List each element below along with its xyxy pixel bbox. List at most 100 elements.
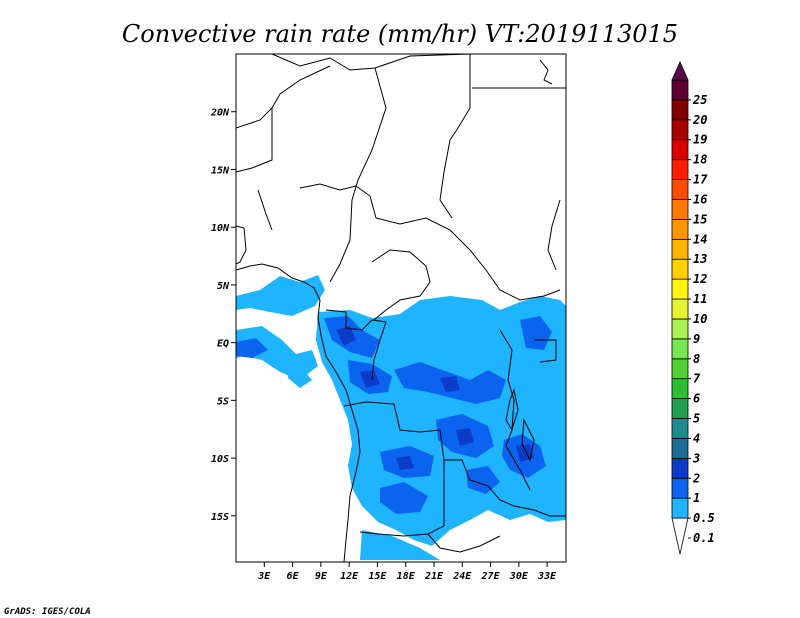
border — [534, 339, 557, 363]
colorbar-label: 14 — [693, 232, 707, 246]
lon-tick-label: 24E — [452, 571, 472, 582]
colorbar-swatch — [671, 477, 689, 499]
map-frame — [235, 53, 567, 563]
colorbar-swatch — [671, 358, 689, 380]
lat-tick-label: 15S — [211, 512, 229, 523]
lon-tick-label: 33E — [537, 571, 557, 582]
colorbar-label: 8 — [693, 352, 700, 366]
lon-tick-label: 3E — [257, 571, 271, 582]
border — [547, 199, 561, 271]
rain-field — [236, 275, 566, 560]
colorbar-swatch — [671, 398, 689, 419]
colorbar-swatch — [671, 218, 689, 240]
lon-tick-label: 27E — [481, 571, 501, 582]
rain-heavy — [336, 326, 534, 470]
border — [325, 309, 387, 331]
colorbar-swatch — [671, 258, 689, 280]
lon-tick-label: 21E — [424, 571, 444, 582]
lat-tick-label: 5S — [217, 396, 229, 407]
figure-title: Convective rain rate (mm/hr) VT:20191130… — [122, 20, 678, 48]
coastline — [236, 263, 361, 562]
colorbar-label: 12 — [693, 272, 707, 286]
colorbar-swatch — [671, 517, 689, 555]
border — [371, 321, 387, 381]
lake — [505, 388, 519, 432]
lon-tick-label: 6E — [287, 571, 300, 582]
colorbar-label: 11 — [693, 292, 707, 306]
colorbar-swatch — [671, 298, 689, 320]
rain-moderate — [236, 316, 552, 514]
map-borders — [236, 54, 566, 562]
colorbar-label: 5 — [693, 412, 700, 426]
axis-ticks: 3E 6E 9E 12E 15E 18E 21E 24E 27E 30E 33E 20N 15N 10N 5… — [210, 108, 557, 582]
border — [359, 460, 445, 537]
credit-label: GrADS: IGES/COLA — [4, 607, 91, 617]
colorbar-swatch — [671, 199, 689, 220]
colorbar-label: 19 — [693, 133, 707, 147]
lat-tick-label: 15N — [211, 165, 230, 176]
colorbar-swatch — [671, 139, 689, 161]
map-plot: 3E 6E 9E 12E 15E 18E 21E 24E 27E 30E 33E 20N 15N 10N 5… — [210, 53, 567, 582]
colorbar-label: 16 — [693, 192, 707, 206]
colorbar-label: 10 — [693, 312, 707, 326]
border — [236, 108, 273, 173]
colorbar-swatch — [671, 438, 689, 459]
lake — [521, 418, 535, 462]
colorbar-label: 4 — [693, 431, 700, 445]
colorbar-swatch — [671, 497, 689, 519]
colorbar-max-arrow — [671, 61, 689, 81]
border — [236, 65, 331, 129]
colorbar-label: 20 — [692, 113, 707, 127]
lat-tick-label: EQ — [217, 339, 229, 350]
colorbar-label: 18 — [693, 153, 707, 167]
lon-tick-label: 18E — [397, 571, 416, 582]
colorbar-label: 15 — [693, 212, 707, 226]
border — [236, 225, 247, 265]
border — [257, 189, 273, 231]
border — [499, 329, 531, 491]
colorbar-label: 9 — [693, 332, 700, 346]
border — [539, 59, 553, 85]
colorbar-swatch — [671, 79, 689, 101]
border — [329, 67, 387, 283]
colorbar-swatch — [671, 457, 689, 479]
lat-tick-label: 20N — [210, 108, 230, 119]
lon-tick-label: 12E — [340, 571, 359, 582]
colorbar-label: 25 — [692, 93, 707, 107]
colorbar-swatch — [671, 318, 689, 340]
colorbar-swatch — [671, 418, 689, 439]
colorbar-swatch — [671, 159, 689, 180]
border — [375, 217, 561, 301]
border — [427, 533, 501, 553]
colorbar-label: 0.5 — [693, 511, 715, 525]
colorbar-label: 2 — [692, 471, 700, 485]
colorbar-label: 17 — [693, 173, 708, 187]
colorbar-label: 0.1 — [693, 531, 715, 545]
lat-tick-label: 5N — [217, 281, 230, 292]
colorbar-swatch — [671, 99, 689, 121]
colorbar-label: 7 — [693, 372, 701, 386]
border — [371, 249, 431, 321]
border — [449, 107, 471, 141]
border — [299, 183, 377, 219]
colorbar-label: 13 — [693, 252, 707, 266]
colorbar-swatch — [671, 179, 689, 200]
lat-tick-label: 10N — [211, 223, 230, 234]
colorbar-swatch — [671, 278, 689, 300]
border — [439, 139, 453, 219]
colorbar-label: 6 — [693, 392, 700, 406]
border — [343, 401, 515, 507]
lon-tick-label: 15E — [368, 571, 387, 582]
colorbar-label: 3 — [692, 451, 700, 465]
colorbar-label: 1 — [693, 491, 700, 505]
colorbar-swatch — [671, 338, 689, 360]
border — [513, 505, 566, 517]
colorbar-swatch — [671, 378, 689, 400]
lon-tick-label: 30E — [509, 571, 529, 582]
colorbar-swatch — [671, 119, 689, 141]
colorbar-swatch — [671, 238, 689, 260]
lat-tick-label: 10S — [211, 454, 229, 465]
lon-tick-label: 9E — [315, 571, 328, 582]
